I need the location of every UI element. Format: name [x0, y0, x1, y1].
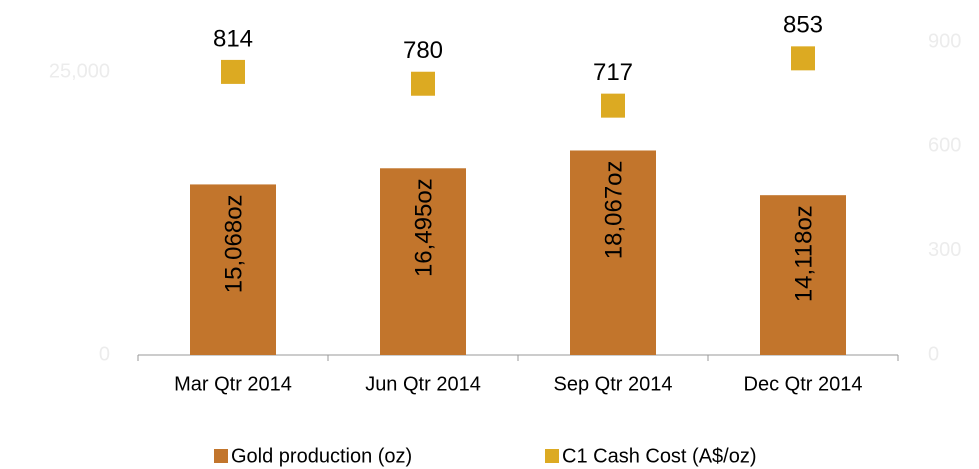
y2-tick-label: 600 — [928, 135, 961, 157]
bar — [570, 150, 656, 355]
y2-tick-label: 900 — [928, 30, 961, 52]
bar-value-label: 15,068oz — [220, 194, 247, 293]
marker-value-label: 717 — [593, 59, 633, 86]
y2-tick-label: 0 — [928, 343, 939, 365]
marker — [791, 46, 815, 71]
x-tick-label: Mar Qtr 2014 — [174, 373, 292, 395]
legend-label: Gold production (oz) — [231, 445, 412, 467]
legend-swatch — [545, 449, 559, 463]
bar-value-label: 14,118oz — [790, 205, 817, 302]
marker — [411, 71, 435, 96]
y-tick-label: 0 — [99, 343, 110, 365]
marker — [221, 59, 245, 84]
x-tick-label: Jun Qtr 2014 — [365, 373, 481, 395]
legend-label: C1 Cash Cost (A$/oz) — [562, 445, 757, 467]
marker-value-label: 853 — [783, 12, 823, 39]
y-tick-label: 25,000 — [49, 60, 110, 82]
x-tick-label: Dec Qtr 2014 — [744, 373, 863, 395]
marker — [601, 93, 625, 118]
bar — [380, 168, 466, 355]
bar — [190, 184, 276, 355]
bar-value-label: 18,067oz — [600, 160, 627, 259]
marker-value-label: 780 — [403, 37, 443, 64]
bar-value-label: 16,495oz — [410, 178, 437, 277]
bar — [760, 195, 846, 355]
y2-tick-label: 300 — [928, 239, 961, 261]
marker-value-label: 814 — [213, 25, 253, 52]
legend-swatch — [214, 449, 228, 463]
x-tick-label: Sep Qtr 2014 — [554, 373, 673, 395]
